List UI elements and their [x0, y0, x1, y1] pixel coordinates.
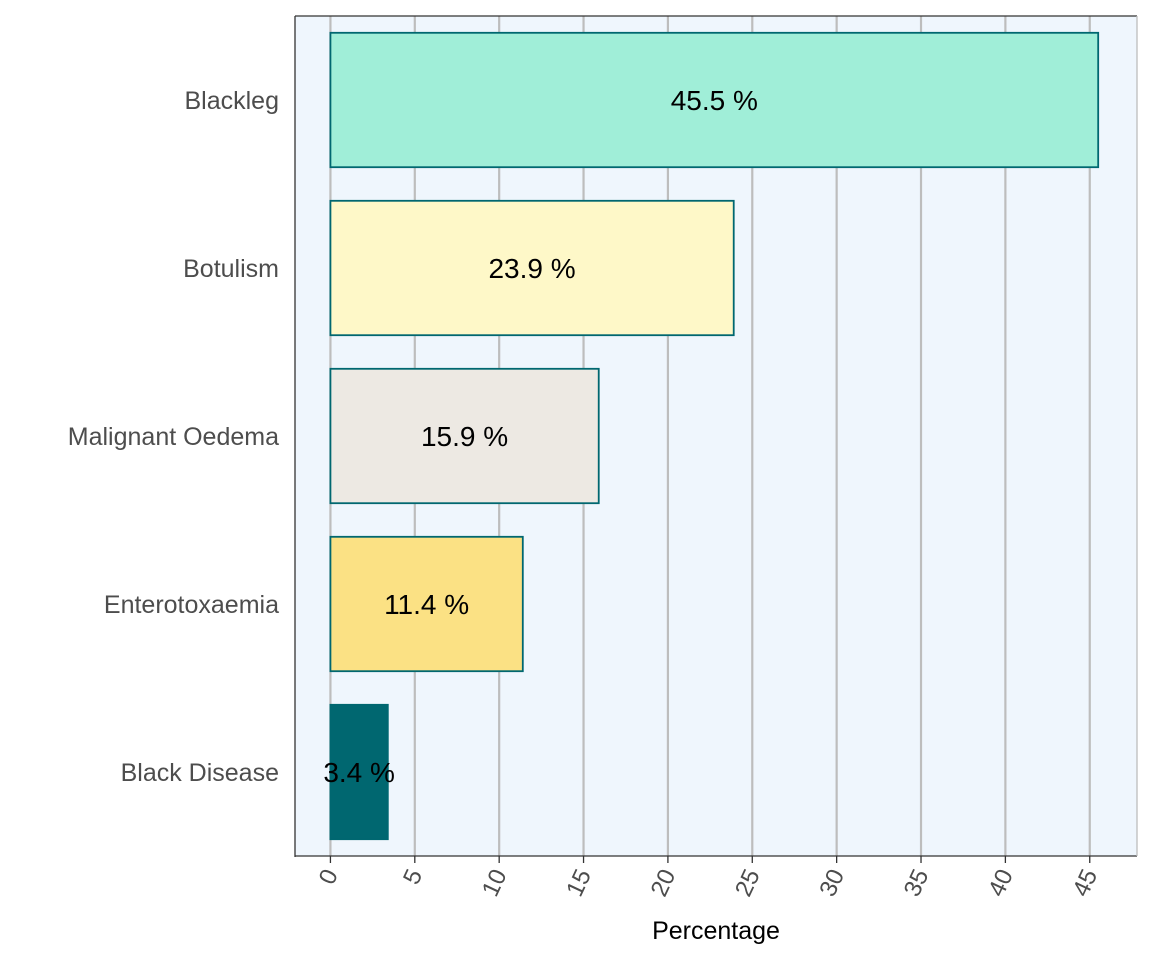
data-labels: 45.5 % 23.9 % 15.9 % 11.4 % 3.4 %: [323, 85, 758, 788]
bar: [329, 199, 735, 337]
y-tick-label: Black Disease: [121, 759, 279, 787]
y-tick-label: Blackleg: [185, 87, 280, 115]
x-tick-label: 30: [814, 865, 850, 901]
y-tick-label: Enterotoxaemia: [104, 591, 279, 619]
data-label: 15.9 %: [421, 421, 508, 452]
data-label: 11.4 %: [384, 589, 469, 620]
y-tick-label: Botulism: [183, 255, 279, 283]
axes: [294, 15, 1138, 863]
x-axis-tick-labels: 0 5 10 15 20 25 30 35 40 45: [314, 865, 1103, 901]
data-label: 3.4 %: [323, 757, 395, 788]
bars: [329, 31, 1100, 841]
data-label: 45.5 %: [671, 85, 758, 116]
bar: [329, 535, 524, 673]
data-label: 23.9 %: [488, 253, 575, 284]
bar: [329, 703, 389, 841]
x-tick-label: 35: [899, 865, 935, 901]
x-tick-label: 15: [561, 865, 597, 901]
x-axis-title: Percentage: [652, 917, 780, 945]
x-tick-label: 25: [730, 865, 766, 901]
bar: [329, 31, 1100, 169]
y-tick-label: Malignant Oedema: [68, 423, 279, 451]
x-tick-label: 5: [398, 865, 428, 889]
x-tick-label: 10: [477, 865, 513, 901]
x-tick-label: 0: [314, 865, 344, 889]
bar: [329, 367, 600, 505]
x-tick-label: 40: [983, 865, 1019, 901]
x-tick-label: 20: [646, 865, 682, 901]
x-tick-label: 45: [1067, 865, 1103, 901]
y-axis-tick-labels: Blackleg Botulism Malignant Oedema Enteroto…: [68, 87, 279, 787]
